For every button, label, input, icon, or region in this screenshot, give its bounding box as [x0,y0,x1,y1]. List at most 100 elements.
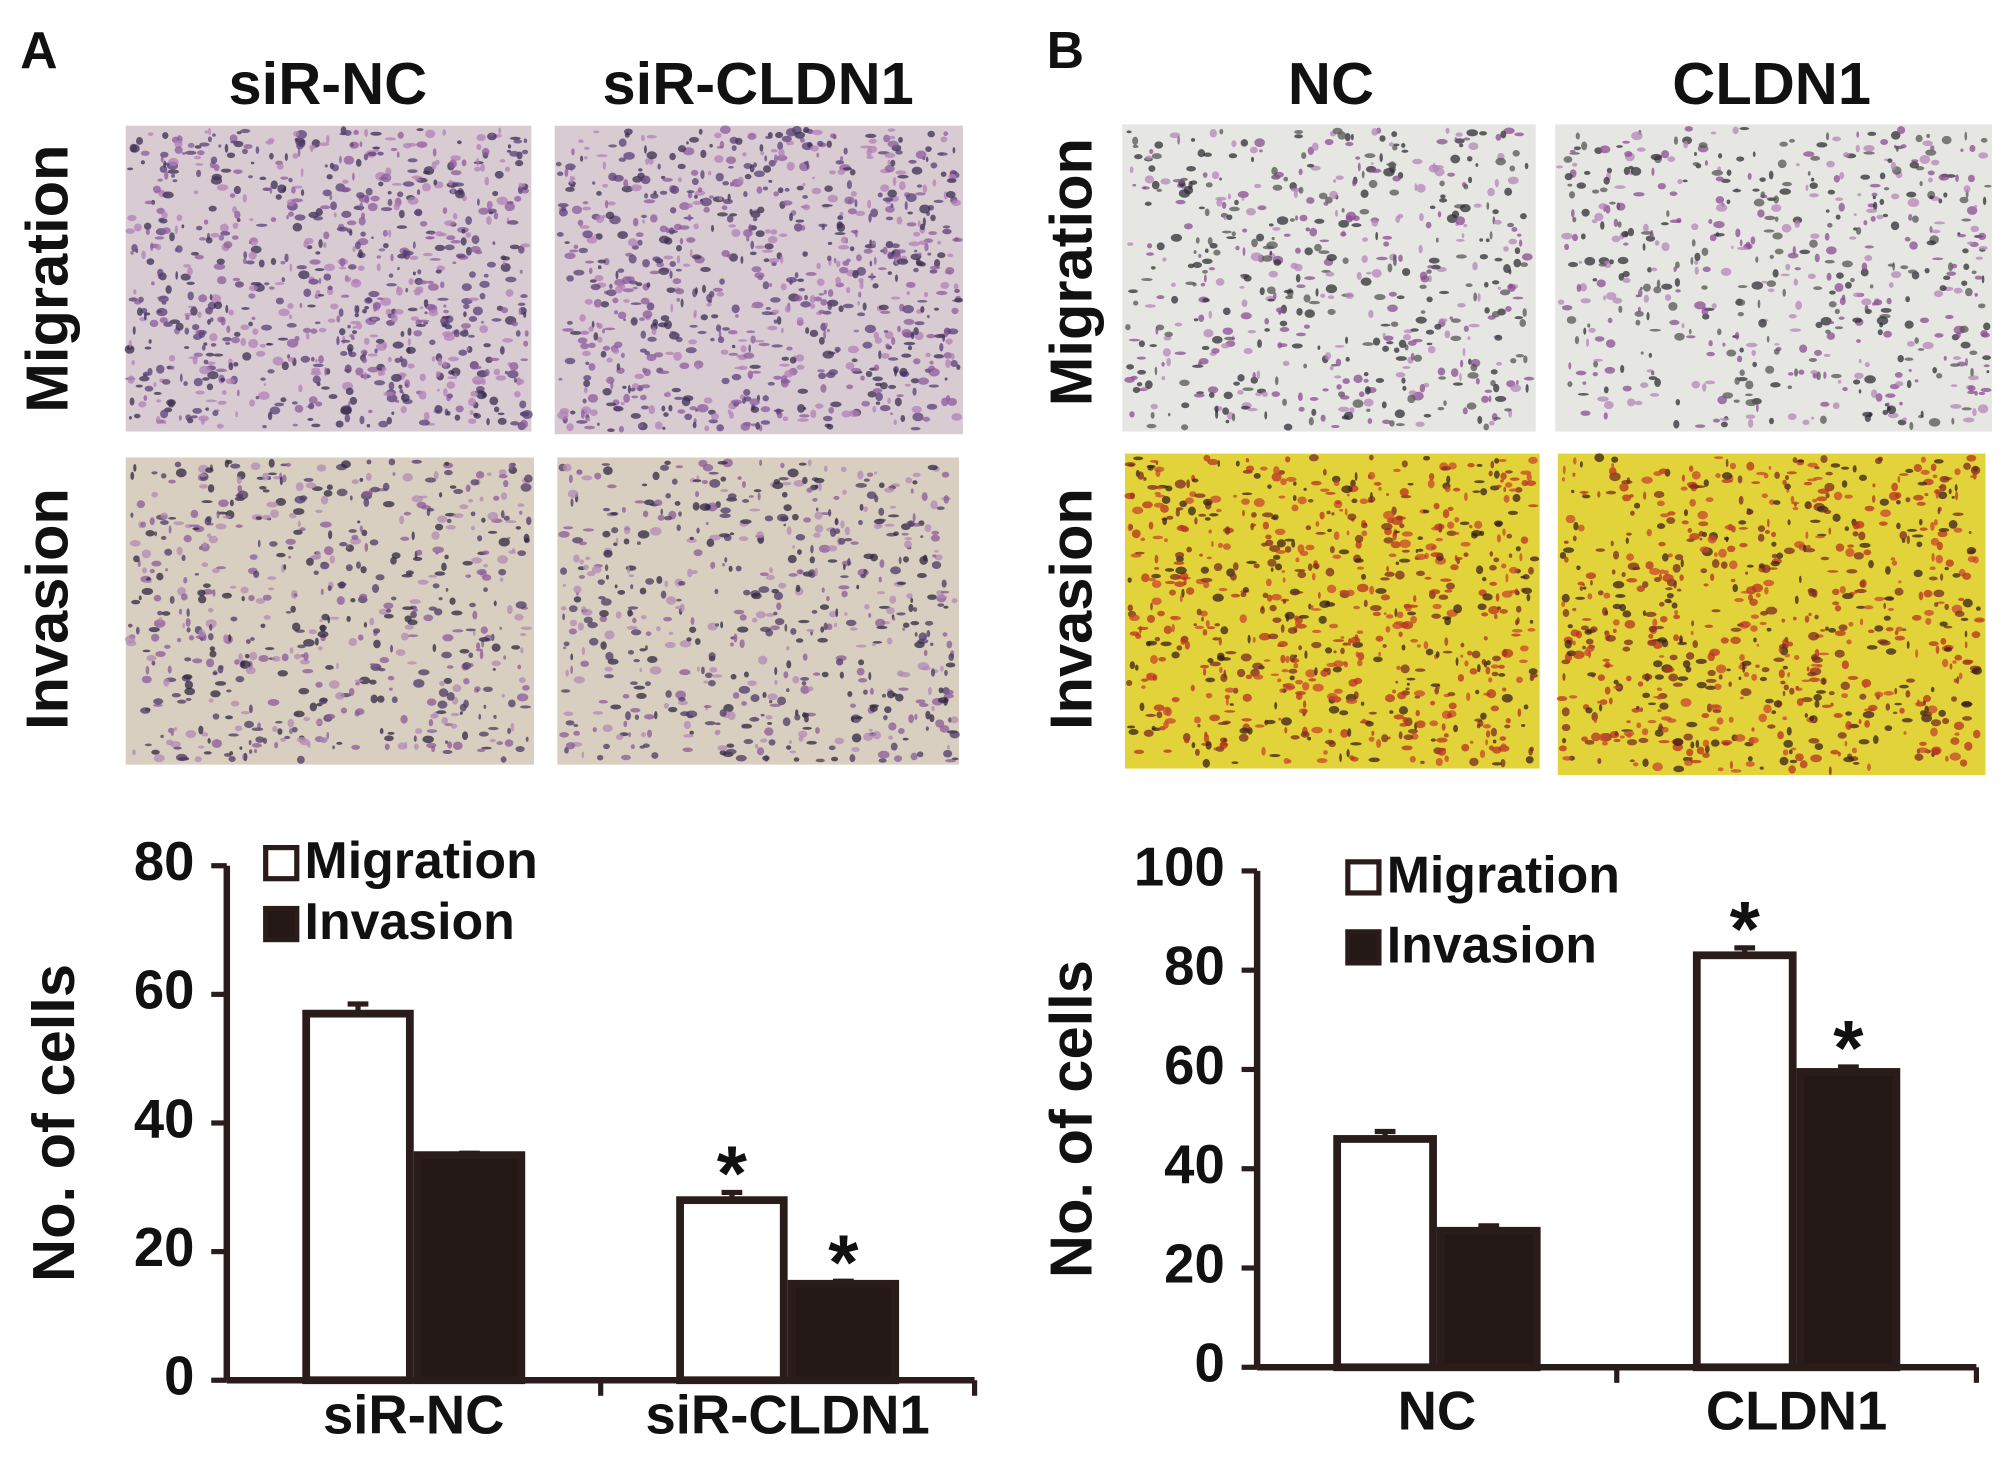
cell [853,716,863,720]
cell [1895,146,1899,152]
cell [1383,510,1395,520]
cell [206,383,214,391]
cell [1215,278,1225,286]
cell [344,364,352,374]
cell [656,626,661,632]
cell [743,352,755,359]
cell [1334,209,1339,217]
cell [903,556,909,563]
cell [348,637,358,647]
cell [917,662,930,671]
cell [347,264,357,270]
cell [307,417,314,421]
cell [1597,396,1609,402]
cell [270,217,277,223]
cell [1490,460,1495,469]
cell [1469,668,1478,675]
cell [778,582,787,589]
cell [1718,153,1723,159]
cell [1298,168,1303,176]
cell [1419,384,1426,393]
cell [266,342,272,346]
cell [352,172,355,181]
cell [322,189,332,197]
cell [1515,546,1521,552]
cell [605,574,610,580]
cell [1701,307,1709,316]
cell [903,318,915,326]
cell [911,166,923,175]
cell [1609,259,1614,265]
cell [519,400,527,409]
cell [825,322,829,327]
cell [892,176,897,186]
cell [1394,516,1407,520]
cell [1345,356,1350,362]
cell [699,503,711,511]
cell [417,269,422,275]
cell [1616,202,1626,211]
cell [208,127,212,136]
cell [588,267,593,275]
cell [524,330,529,337]
cell [707,680,716,687]
cell [767,381,775,386]
cell [1780,273,1790,277]
cell [689,536,694,541]
cell [751,617,758,623]
cell [1499,609,1508,614]
cell [887,514,900,518]
cell [499,626,503,630]
cell [1656,279,1661,288]
cell [934,554,943,561]
cell [128,339,132,348]
cell [919,204,931,214]
cell [602,507,611,512]
cell [1701,247,1709,256]
cell [162,132,169,140]
cell [1209,242,1218,249]
cell [1872,201,1878,211]
cell [1521,587,1533,595]
cell [913,267,919,273]
cell [1299,214,1308,222]
panel-label: B [1047,21,1084,79]
cell [1150,403,1158,410]
cell [634,373,645,379]
cell [894,368,898,377]
cell [851,715,855,723]
cell [384,735,394,742]
cell [1860,174,1871,180]
cell [248,321,253,327]
cell [1526,593,1531,602]
cell [640,297,650,305]
cell [1643,223,1649,232]
cell [274,281,285,286]
cell [1460,642,1465,648]
cell [712,287,723,292]
cell [877,750,890,759]
cell [582,206,592,211]
cell [270,180,278,190]
cell [281,188,287,192]
cell [209,294,213,301]
cell [806,160,809,170]
cell [437,515,448,523]
cell [851,358,858,363]
cell [828,508,832,517]
cell [1147,464,1154,471]
cell [857,300,861,306]
cell [1479,131,1488,136]
cell [837,215,844,221]
cell [1732,126,1739,135]
cell [1151,725,1156,731]
cell [735,314,739,318]
cell [1747,418,1754,428]
cell [749,164,755,173]
cell [1351,223,1362,228]
cell [446,381,456,389]
cell [1401,460,1408,468]
cell [1338,219,1350,228]
cell [1736,355,1743,363]
cell [1963,417,1975,423]
